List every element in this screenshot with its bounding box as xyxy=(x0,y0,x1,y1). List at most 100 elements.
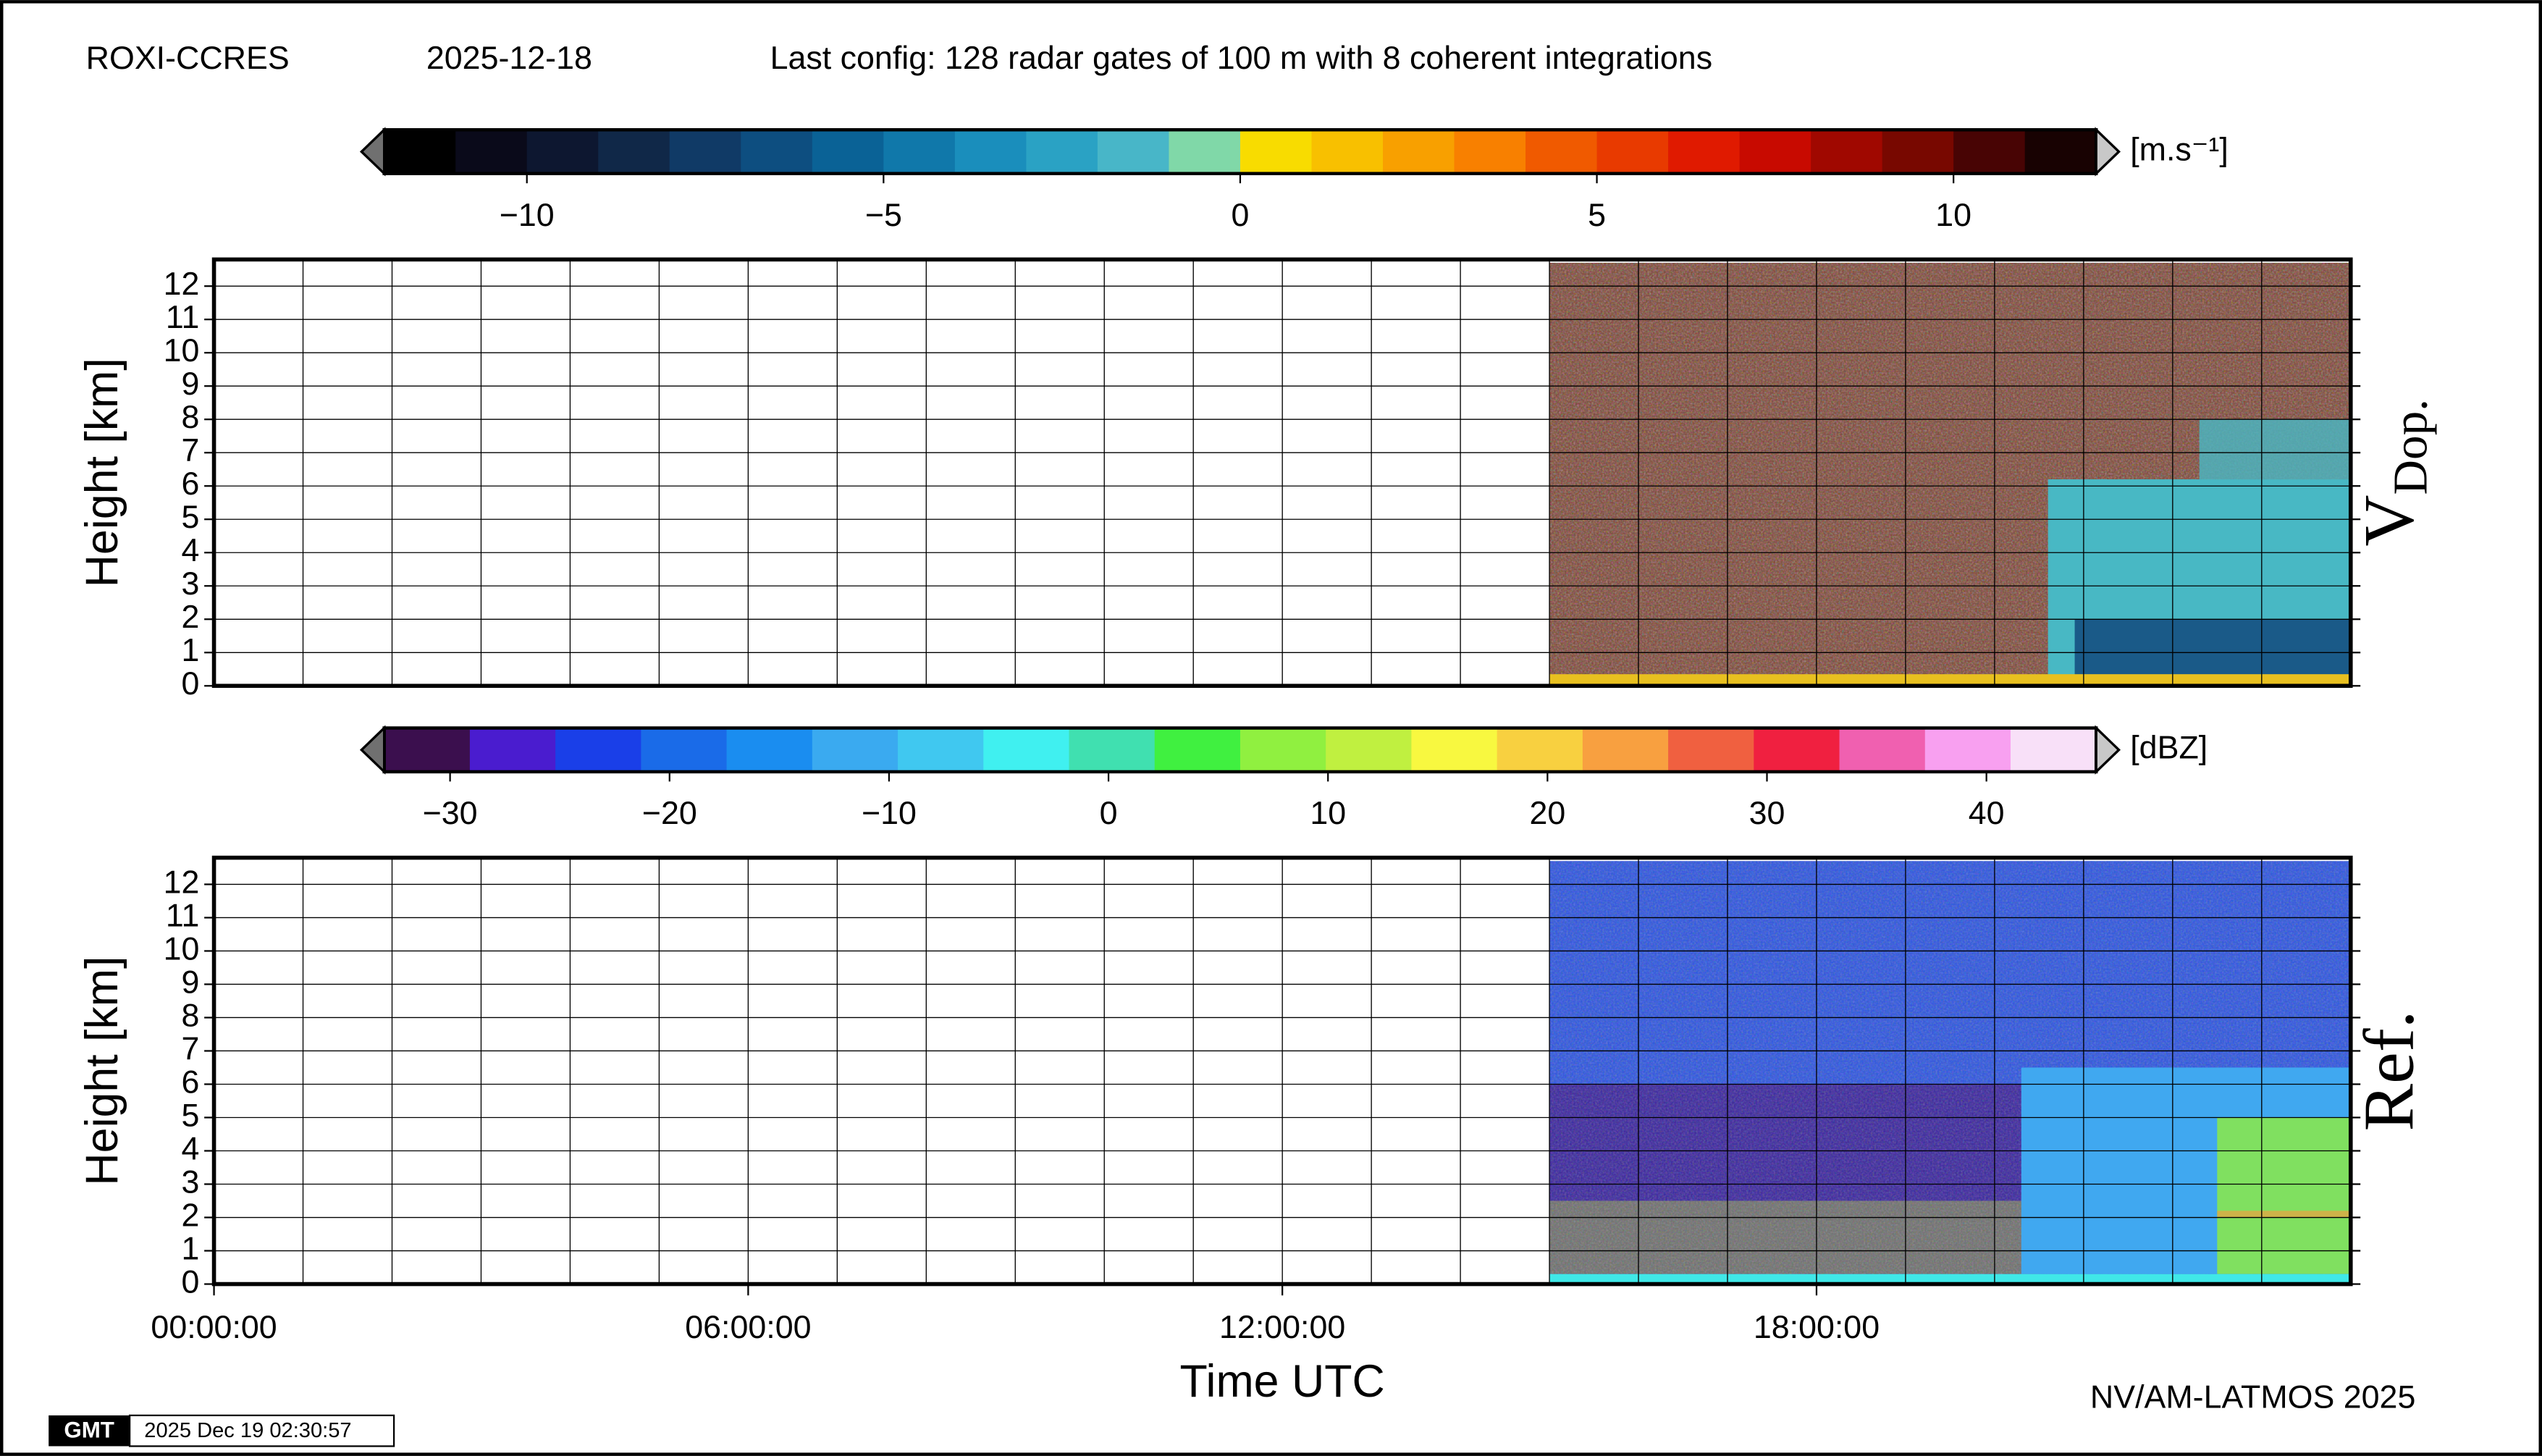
y-tick-label: 0 xyxy=(182,1263,200,1300)
colorbar-segment xyxy=(883,130,956,174)
radar-region xyxy=(2074,619,2351,676)
radar-region xyxy=(1549,1274,2351,1284)
colorbar-segment xyxy=(1811,130,1883,174)
colorbar-segment xyxy=(1668,728,1755,772)
colorbar-segment xyxy=(1924,728,2012,772)
colorbar-segment xyxy=(384,130,457,174)
y-tick-label: 2 xyxy=(182,1197,200,1233)
colorbar-segment xyxy=(1311,130,1384,174)
colorbar-segment xyxy=(455,130,528,174)
y-axis-label: Height [km] xyxy=(77,956,127,1186)
colorbar-tick-label: 0 xyxy=(1232,197,1250,233)
colorbar-segment xyxy=(1097,130,1170,174)
colorbar-segment xyxy=(469,728,557,772)
radar-image xyxy=(1549,861,2351,1284)
colorbar-tick-label: −20 xyxy=(642,795,697,831)
y-tick-label: 11 xyxy=(166,299,199,335)
colorbar-label: [m.s⁻¹] xyxy=(2130,131,2229,167)
x-axis-label: Time UTC xyxy=(1180,1356,1385,1407)
colorbar-segment xyxy=(741,130,813,174)
colorbar-segment xyxy=(954,130,1027,174)
colorbar-extend-low xyxy=(359,127,386,177)
colorbar-segment xyxy=(1454,130,1527,174)
y-tick-label: 12 xyxy=(164,266,200,302)
colorbar-segment xyxy=(1754,728,1840,772)
panel-label: Ref. xyxy=(2349,1011,2428,1132)
colorbar-segment xyxy=(983,728,1070,772)
station: ROXI-CCRES xyxy=(86,40,290,76)
y-tick-label: 5 xyxy=(182,1097,200,1133)
colorbar-segment xyxy=(555,728,642,772)
y-tick-label: 1 xyxy=(182,1230,200,1266)
colorbar-segment xyxy=(1596,130,1670,174)
colorbar-segment xyxy=(1154,728,1242,772)
colorbar-segment xyxy=(1525,130,1598,174)
colorbar-segment xyxy=(1169,130,1242,174)
colorbar-segment xyxy=(2011,728,2097,772)
panel-label-main: V xyxy=(2349,495,2428,546)
colorbar-segment xyxy=(526,130,599,174)
timestamp: 2025 Dec 19 02:30:57 xyxy=(144,1419,351,1442)
logo: GMT xyxy=(64,1418,114,1443)
colorbar-tick-label: −10 xyxy=(862,795,917,831)
colorbar-segment xyxy=(1739,130,1812,174)
radar-region xyxy=(2217,1211,2351,1218)
colorbar-segment xyxy=(1953,130,2026,174)
colorbar-segment xyxy=(1240,728,1327,772)
y-tick-label: 3 xyxy=(182,565,200,602)
x-tick-label: 06:00:00 xyxy=(685,1309,811,1345)
date: 2025-12-18 xyxy=(426,40,592,76)
colorbar-tick-label: −5 xyxy=(865,197,902,233)
colorbar-segment xyxy=(598,130,670,174)
y-tick-label: 9 xyxy=(182,964,200,1000)
colorbar-segment xyxy=(1069,728,1156,772)
colorbar-tick-label: 10 xyxy=(1310,795,1346,831)
radar-image xyxy=(1549,262,2351,686)
colorbar-tick-label: 0 xyxy=(1100,795,1118,831)
y-tick-label: 0 xyxy=(182,665,200,702)
y-tick-label: 10 xyxy=(164,332,200,369)
y-tick-label: 4 xyxy=(182,1130,200,1166)
y-tick-label: 5 xyxy=(182,499,200,535)
x-tick-label: 12:00:00 xyxy=(1219,1309,1345,1345)
colorbar-tick-label: 20 xyxy=(1529,795,1565,831)
colorbar-segment xyxy=(812,130,885,174)
colorbar-segment xyxy=(812,728,899,772)
x-tick-label: 00:00:00 xyxy=(151,1309,277,1345)
y-tick-label: 12 xyxy=(164,864,200,900)
colorbar-segment xyxy=(2024,130,2097,174)
y-tick-label: 7 xyxy=(182,432,200,468)
colorbar-tick-label: 40 xyxy=(1969,795,2005,831)
colorbar-extend-low xyxy=(359,725,386,775)
colorbar-segment xyxy=(1383,130,1455,174)
colorbar-segment xyxy=(1668,130,1741,174)
colorbar-segment xyxy=(1497,728,1583,772)
colorbar-segment xyxy=(384,728,471,772)
y-tick-label: 9 xyxy=(182,366,200,402)
colorbar-tick-label: 5 xyxy=(1588,197,1606,233)
panel-label: VDop. xyxy=(2349,399,2438,547)
colorbar-segment xyxy=(1326,728,1413,772)
y-tick-label: 8 xyxy=(182,399,200,435)
radar-region xyxy=(1549,674,2351,686)
colorbar-extend-high xyxy=(2095,725,2121,775)
colorbar-tick-label: −30 xyxy=(423,795,478,831)
colorbar-segment xyxy=(669,130,742,174)
colorbar-segment xyxy=(1411,728,1498,772)
logo-box xyxy=(49,1415,130,1447)
y-tick-label: 8 xyxy=(182,997,200,1033)
colorbar-segment xyxy=(1026,130,1099,174)
y-tick-label: 10 xyxy=(164,930,200,967)
colorbar-tick-label: 10 xyxy=(1935,197,1971,233)
colorbar-segment xyxy=(641,728,728,772)
panel-label-main: Ref. xyxy=(2349,1011,2428,1132)
y-tick-label: 6 xyxy=(182,466,200,502)
panel-label-sub: Dop. xyxy=(2383,399,2438,495)
colorbar-segment xyxy=(1240,130,1313,174)
y-tick-label: 3 xyxy=(182,1163,200,1200)
y-tick-label: 2 xyxy=(182,599,200,635)
timestamp-box xyxy=(129,1414,395,1447)
y-tick-label: 4 xyxy=(182,532,200,568)
y-tick-label: 11 xyxy=(166,897,199,933)
